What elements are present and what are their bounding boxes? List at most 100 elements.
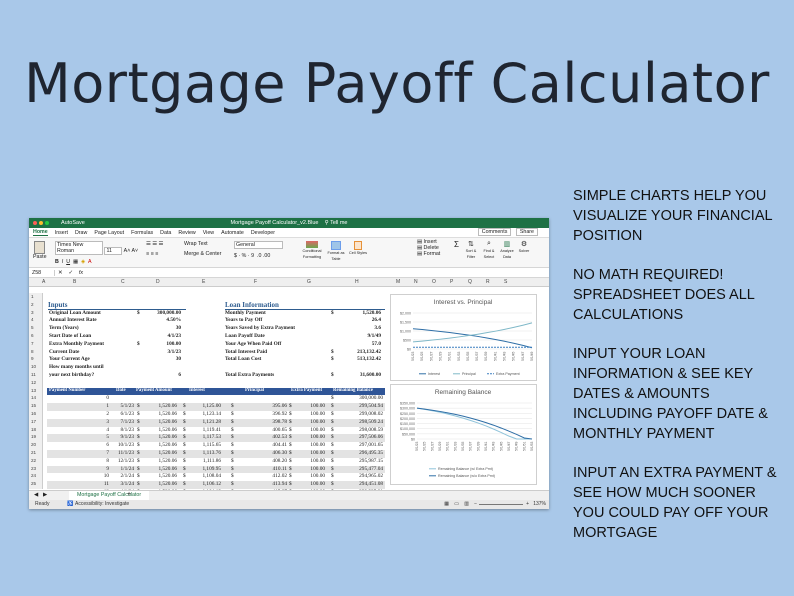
schedule-cell[interactable]: 1,111.86 [202, 457, 221, 464]
loan-info-value[interactable]: 3.6 [374, 325, 381, 332]
page-layout-view-icon[interactable]: ▭ [454, 501, 459, 507]
align-bottom-icon[interactable]: ☰ [158, 241, 164, 247]
underline-button[interactable]: U [66, 259, 71, 265]
currency-symbol[interactable]: $ [289, 411, 292, 417]
schedule-cell[interactable]: 1,520.06 [158, 465, 177, 472]
row-header[interactable]: 12 [31, 379, 37, 385]
input-value[interactable]: 4/1/23 [167, 333, 181, 339]
last-sheet-icon[interactable]: ▶ [43, 492, 48, 498]
currency-symbol[interactable]: $ [289, 465, 292, 472]
currency-symbol[interactable]: $ [137, 457, 140, 464]
row-header[interactable]: 23 [31, 465, 37, 471]
currency-symbol[interactable]: $ [231, 473, 234, 480]
schedule-cell[interactable]: 100.00 [310, 450, 325, 456]
minimize-window-icon[interactable] [39, 221, 43, 225]
schedule-cell[interactable]: 6 [106, 442, 109, 449]
schedule-cell[interactable]: 395.06 [272, 403, 287, 410]
wrap-text-button[interactable]: Wrap Text [184, 241, 208, 247]
currency-symbol[interactable]: $ [289, 426, 292, 433]
tab-automate[interactable]: Automate [221, 229, 244, 236]
schedule-cell[interactable]: 2 [106, 411, 109, 417]
currency-symbol[interactable]: $ [231, 434, 234, 441]
schedule-cell[interactable]: 8 [106, 457, 109, 464]
borders-icon[interactable]: ▦ [73, 259, 79, 265]
schedule-cell[interactable]: 402.53 [272, 434, 287, 441]
schedule-cell[interactable]: 300,000.00 [359, 395, 383, 402]
schedule-cell[interactable]: 1,520.06 [158, 457, 177, 464]
schedule-cell[interactable]: 10 [103, 473, 109, 480]
schedule-cell[interactable]: 298,008.59 [359, 426, 383, 433]
schedule-column-header[interactable]: Payment Number [49, 388, 86, 394]
schedule-cell[interactable]: 6/1/23 [120, 411, 134, 417]
analyze-data-button[interactable]: ▥ Analyze Data [498, 240, 516, 260]
normal-view-icon[interactable]: ▦ [444, 501, 449, 507]
currency-symbol[interactable]: $ [231, 481, 234, 488]
schedule-column-header[interactable]: Extra Payment [291, 388, 323, 394]
schedule-cell[interactable]: 9 [106, 465, 109, 472]
currency-symbol[interactable]: $ [289, 442, 292, 449]
schedule-cell[interactable]: 1,520.06 [158, 434, 177, 441]
schedule-column-header[interactable]: Date [116, 388, 126, 394]
currency-symbol[interactable]: $ [331, 434, 334, 441]
tab-data[interactable]: Data [160, 229, 172, 236]
maximize-window-icon[interactable] [45, 221, 49, 225]
find-select-button[interactable]: ⌕ Find & Select [480, 240, 498, 260]
font-color-icon[interactable]: A [88, 259, 92, 265]
currency-symbol[interactable]: $ [331, 372, 334, 378]
column-header[interactable]: O [432, 279, 436, 285]
schedule-cell[interactable]: 8/1/23 [120, 426, 134, 433]
schedule-cell[interactable]: 1/1/24 [120, 465, 134, 472]
currency-symbol[interactable]: $ [331, 465, 334, 472]
currency-symbol[interactable]: $ [137, 434, 140, 441]
column-header[interactable]: E [202, 279, 206, 285]
currency-symbol[interactable]: $ [331, 418, 334, 425]
tab-review[interactable]: Review [178, 229, 196, 236]
close-window-icon[interactable] [33, 221, 37, 225]
solver-button[interactable]: ⚙ Solver [516, 240, 532, 260]
column-header[interactable]: P [450, 279, 454, 285]
schedule-cell[interactable]: 100.00 [310, 442, 325, 449]
row-header[interactable]: 4 [31, 317, 34, 323]
currency-symbol[interactable]: $ [231, 403, 234, 410]
schedule-cell[interactable]: 294,451.08 [359, 481, 383, 488]
zoom-slider[interactable] [479, 504, 523, 505]
schedule-cell[interactable]: 7 [106, 450, 109, 456]
currency-symbol[interactable]: $ [289, 450, 292, 456]
schedule-cell[interactable]: 12/1/23 [117, 457, 134, 464]
schedule-cell[interactable]: 100.00 [310, 457, 325, 464]
schedule-cell[interactable]: 406.30 [272, 450, 287, 456]
page-break-view-icon[interactable]: ▥ [464, 501, 469, 507]
schedule-cell[interactable]: 404.41 [272, 442, 287, 449]
column-header[interactable]: G [307, 279, 311, 285]
input-value[interactable]: 100.00 [166, 340, 181, 347]
currency-symbol[interactable]: $ [331, 457, 334, 464]
add-sheet-icon[interactable]: + [127, 491, 132, 498]
schedule-cell[interactable]: 11 [103, 481, 109, 488]
currency-symbol[interactable]: $ [137, 411, 140, 417]
schedule-cell[interactable]: 5 [106, 434, 109, 441]
schedule-cell[interactable]: 5/1/23 [120, 403, 134, 410]
schedule-cell[interactable]: 1,115.65 [202, 442, 221, 449]
currency-symbol[interactable]: $ [137, 418, 140, 425]
schedule-cell[interactable]: 1,520.06 [158, 442, 177, 449]
schedule-cell[interactable]: 295,987.15 [359, 457, 383, 464]
schedule-cell[interactable]: 396.92 [272, 411, 287, 417]
schedule-cell[interactable]: 7/1/23 [120, 418, 134, 425]
schedule-cell[interactable]: 100.00 [310, 473, 325, 480]
loan-info-label[interactable]: Total Loan Cost [225, 356, 262, 363]
currency-symbol[interactable]: $ [331, 442, 334, 449]
currency-symbol[interactable]: $ [137, 340, 140, 347]
tab-draw[interactable]: Draw [74, 229, 88, 236]
row-header[interactable]: 7 [31, 340, 34, 346]
currency-symbol[interactable]: $ [183, 418, 186, 425]
paste-button[interactable]: Paste [33, 241, 47, 260]
schedule-cell[interactable]: 1,520.06 [158, 450, 177, 456]
currency-symbol[interactable]: $ [137, 473, 140, 480]
currency-symbol[interactable]: $ [289, 473, 292, 480]
row-header[interactable]: 9 [31, 356, 34, 362]
currency-symbol[interactable]: $ [289, 403, 292, 410]
row-header[interactable]: 15 [31, 403, 37, 409]
input-label[interactable]: Current Date [49, 348, 80, 355]
loan-info-label[interactable]: Monthly Payment [225, 309, 266, 316]
schedule-cell[interactable]: 408.20 [272, 457, 287, 464]
